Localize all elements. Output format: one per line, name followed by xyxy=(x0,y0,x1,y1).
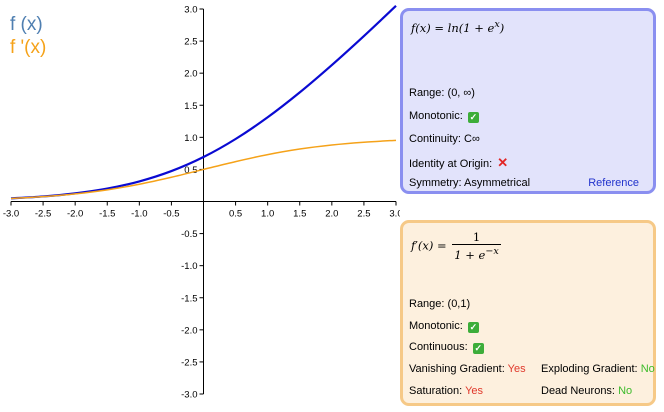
continuous-property: Continuous: ✓ xyxy=(409,341,484,354)
x-tick-label: -1.5 xyxy=(99,209,115,220)
y-tick-label: 0.5 xyxy=(184,165,197,176)
saturation-property: Saturation: Yes xyxy=(409,385,484,397)
cross-icon: ✕ xyxy=(497,155,509,170)
y-tick-label: 1.5 xyxy=(184,101,197,112)
function-info-panel: f(x) = ln(1 + ex) Range: (0, ∞) Monotoni… xyxy=(400,8,656,194)
derivative-formula: f′(x) = 1 1 + e−x xyxy=(411,230,501,262)
x-tick-label: 1.0 xyxy=(261,209,274,220)
continuity-property: Continuity: C∞ xyxy=(409,133,480,145)
y-tick-label: 2.0 xyxy=(184,69,197,80)
y-tick-label: -2.0 xyxy=(181,325,197,336)
symmetry-property: Symmetry: Asymmetrical xyxy=(409,177,531,189)
reference-link[interactable]: Reference xyxy=(588,177,639,189)
x-tick-label: 0.5 xyxy=(229,209,242,220)
derivative-info-panel: f′(x) = 1 1 + e−x Range: (0,1) Monotonic… xyxy=(400,220,656,406)
y-tick-label: -3.0 xyxy=(181,390,197,401)
check-icon: ✓ xyxy=(472,343,484,354)
x-tick-label: 1.5 xyxy=(293,209,306,220)
x-tick-label: -0.5 xyxy=(163,209,179,220)
x-tick-label: -1.0 xyxy=(131,209,147,220)
legend-f: f (x) xyxy=(10,14,43,35)
y-tick-label: -1.0 xyxy=(181,261,197,272)
derivative-fraction: 1 1 + e−x xyxy=(452,230,501,262)
derivative-monotonic-property: Monotonic: ✓ xyxy=(409,320,479,333)
y-tick-label: -1.5 xyxy=(181,293,197,304)
x-tick-label: 2.0 xyxy=(325,209,338,220)
legend-fprime: f '(x) xyxy=(10,37,47,58)
y-tick-label: -0.5 xyxy=(181,229,197,240)
function-formula: f(x) = ln(1 + ex) xyxy=(411,19,505,35)
x-tick-label: 3.0 xyxy=(389,209,400,220)
y-tick-label: -2.5 xyxy=(181,357,197,368)
activation-plot: -3.0 -2.5 -2.0 -1.5 -1.0 -0.5 0.5 1.0 1.5 2.0 2.5 3… xyxy=(3,5,400,401)
y-tick-label: 2.5 xyxy=(184,37,197,48)
y-tick-label: 3.0 xyxy=(184,5,197,16)
fprime-curve xyxy=(10,139,397,200)
x-tick-label: -2.5 xyxy=(35,209,51,220)
check-icon: ✓ xyxy=(467,112,479,123)
monotonic-property: Monotonic: ✓ xyxy=(409,110,479,123)
identity-property: Identity at Origin: ✕ xyxy=(409,155,509,170)
x-tick-label: 2.5 xyxy=(357,209,370,220)
vanishing-gradient-property: Vanishing Gradient: Yes xyxy=(409,363,526,375)
dead-neurons-property: Dead Neurons: No xyxy=(541,385,633,397)
check-icon: ✓ xyxy=(467,322,479,333)
y-tick-label: 1.0 xyxy=(184,133,197,144)
x-tick-label: -3.0 xyxy=(3,209,19,220)
exploding-gradient-property: Exploding Gradient: No xyxy=(541,363,655,375)
range-property: Range: (0, ∞) xyxy=(409,87,475,99)
x-tick-label: -2.0 xyxy=(67,209,83,220)
derivative-range-property: Range: (0,1) xyxy=(409,298,471,310)
